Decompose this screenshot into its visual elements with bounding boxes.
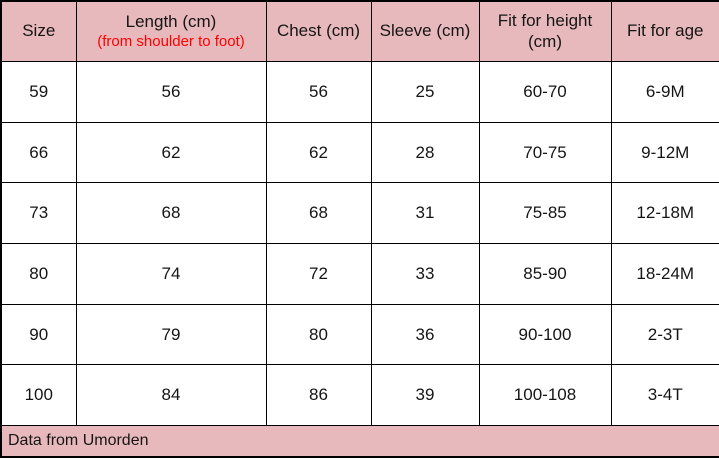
cell-length: 79 <box>75 303 267 366</box>
cell-fit-height: 85-90 <box>478 243 612 305</box>
cell-fit-height: 60-70 <box>478 61 612 123</box>
cell-length: 62 <box>75 121 267 184</box>
cell-length: 68 <box>75 182 267 245</box>
cell-sleeve: 28 <box>370 121 480 184</box>
cell-fit-age: 2-3T <box>610 303 719 366</box>
table-row: 100 84 86 39 100-108 3-4T <box>0 364 719 427</box>
cell-size: 59 <box>0 61 77 123</box>
header-cell-chest: Chest (cm) <box>265 0 372 63</box>
header-cell-sleeve: Sleeve (cm) <box>370 0 480 63</box>
cell-fit-height: 70-75 <box>478 121 612 184</box>
data-source-note: Data from Umorden <box>0 425 719 458</box>
length-header-subtitle: (from shoulder to foot) <box>97 33 245 51</box>
cell-size: 73 <box>0 182 77 245</box>
table-row: 59 56 56 25 60-70 6-9M <box>0 61 719 123</box>
cell-fit-age: 12-18M <box>610 182 719 245</box>
cell-fit-age: 9-12M <box>610 121 719 184</box>
cell-length: 74 <box>75 243 267 305</box>
cell-sleeve: 33 <box>370 243 480 305</box>
header-cell-fit-height: Fit for height (cm) <box>478 0 612 63</box>
cell-fit-age: 18-24M <box>610 243 719 305</box>
footer-row: Data from Umorden <box>0 425 719 458</box>
table-row: 66 62 62 28 70-75 9-12M <box>0 121 719 184</box>
table-row: 90 79 80 36 90-100 2-3T <box>0 303 719 366</box>
cell-fit-age: 3-4T <box>610 364 719 427</box>
cell-chest: 62 <box>265 121 372 184</box>
cell-size: 66 <box>0 121 77 184</box>
cell-fit-age: 6-9M <box>610 61 719 123</box>
cell-fit-height: 90-100 <box>478 303 612 366</box>
cell-chest: 72 <box>265 243 372 305</box>
cell-fit-height: 100-108 <box>478 364 612 427</box>
cell-chest: 56 <box>265 61 372 123</box>
cell-size: 100 <box>0 364 77 427</box>
table-row: 80 74 72 33 85-90 18-24M <box>0 243 719 305</box>
header-cell-length: Length (cm) (from shoulder to foot) <box>75 0 267 63</box>
header-cell-size: Size <box>0 0 77 63</box>
cell-chest: 86 <box>265 364 372 427</box>
header-cell-fit-age: Fit for age <box>610 0 719 63</box>
cell-sleeve: 39 <box>370 364 480 427</box>
cell-sleeve: 36 <box>370 303 480 366</box>
header-row: Size Length (cm) (from shoulder to foot)… <box>0 0 719 63</box>
cell-chest: 68 <box>265 182 372 245</box>
cell-chest: 80 <box>265 303 372 366</box>
cell-fit-height: 75-85 <box>478 182 612 245</box>
cell-size: 90 <box>0 303 77 366</box>
cell-sleeve: 31 <box>370 182 480 245</box>
table-row: 73 68 68 31 75-85 12-18M <box>0 182 719 245</box>
cell-length: 56 <box>75 61 267 123</box>
cell-sleeve: 25 <box>370 61 480 123</box>
cell-length: 84 <box>75 364 267 427</box>
cell-size: 80 <box>0 243 77 305</box>
length-header-label: Length (cm) <box>125 11 217 31</box>
